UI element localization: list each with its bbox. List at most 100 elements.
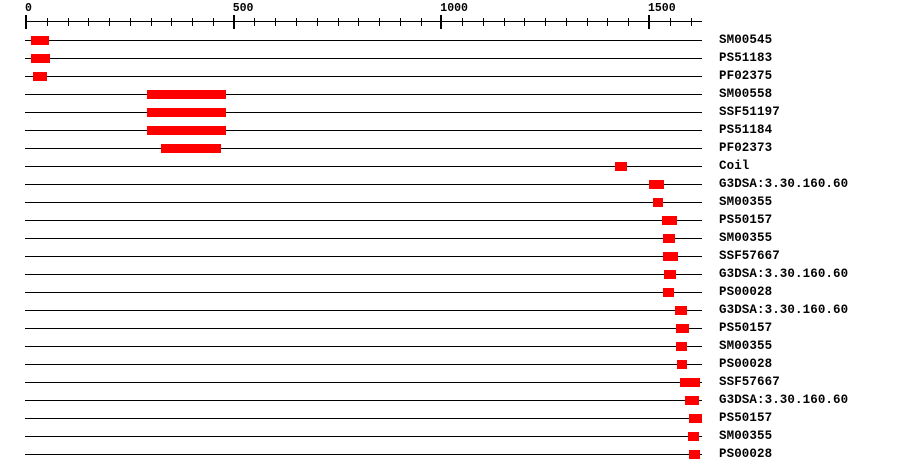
track-label: PS00028	[719, 285, 773, 299]
ruler-tick-label: 0	[25, 2, 32, 15]
ruler-minor-tick	[669, 17, 671, 26]
domain-block	[146, 108, 227, 117]
ruler-major-tick	[232, 14, 235, 29]
domain-block	[675, 342, 688, 351]
ruler-minor-tick	[295, 17, 297, 26]
ruler-minor-tick	[379, 17, 380, 26]
ruler-baseline	[25, 21, 702, 22]
ruler-minor-tick	[88, 17, 90, 26]
track-line	[25, 436, 702, 437]
ruler-major-tick	[25, 14, 27, 29]
track-label: Coil	[719, 159, 750, 173]
track-label: SM00545	[719, 33, 773, 47]
domain-block	[676, 360, 688, 369]
track-label: PF02373	[719, 141, 773, 155]
ruler-minor-tick	[607, 17, 609, 26]
ruler-minor-tick	[192, 17, 194, 26]
ruler-minor-tick	[524, 17, 526, 26]
track-label: PS50157	[719, 321, 773, 335]
ruler-minor-tick	[275, 17, 277, 26]
track-line	[25, 418, 702, 419]
track-label: PS00028	[719, 447, 773, 461]
track-line	[25, 274, 702, 275]
track-line	[25, 40, 702, 41]
track-line	[25, 112, 702, 113]
ruler-minor-tick	[316, 17, 318, 26]
track-line	[25, 256, 702, 257]
domain-block	[663, 234, 676, 243]
track-label: SM00355	[719, 429, 773, 443]
domain-block	[614, 162, 627, 171]
domain-block	[649, 180, 664, 189]
track-line	[25, 148, 702, 149]
track-line	[25, 292, 702, 293]
domain-block	[663, 270, 676, 279]
ruler-minor-tick	[109, 17, 111, 26]
ruler-minor-tick	[420, 17, 422, 26]
ruler-tick-label: 1500	[648, 2, 676, 15]
track-line	[25, 76, 702, 77]
track-label: SM00558	[719, 87, 773, 101]
track-label: PS50157	[719, 411, 773, 425]
domain-block	[653, 198, 664, 207]
domain-block	[680, 378, 700, 387]
ruler-minor-tick	[358, 17, 360, 26]
domain-block	[685, 396, 699, 405]
track-line	[25, 382, 702, 383]
ruler-minor-tick	[690, 17, 692, 26]
track-line	[25, 202, 702, 203]
ruler-minor-tick	[545, 17, 547, 26]
track-line	[25, 238, 702, 239]
domain-block	[31, 54, 51, 63]
ruler-minor-tick	[565, 17, 567, 26]
ruler-major-tick	[648, 14, 650, 29]
track-label: SSF57667	[719, 375, 780, 389]
track-line	[25, 130, 702, 131]
ruler-minor-tick	[503, 17, 505, 26]
domain-block	[688, 450, 700, 459]
track-line	[25, 220, 702, 221]
ruler-minor-tick	[337, 17, 339, 26]
ruler-tick-label: 1000	[440, 2, 468, 15]
track-line	[25, 346, 702, 347]
ruler-minor-tick	[150, 17, 152, 26]
track-label: SM00355	[719, 339, 773, 353]
ruler-tick-label: 500	[232, 2, 254, 15]
domain-block	[161, 144, 222, 153]
domain-block	[675, 324, 689, 333]
track-line	[25, 310, 702, 311]
domain-block	[146, 126, 227, 135]
domain-block	[688, 432, 699, 441]
domain-block	[663, 252, 679, 261]
ruler-minor-tick	[399, 17, 401, 26]
ruler-minor-tick	[212, 17, 214, 26]
track-line	[25, 166, 702, 167]
domain-block	[146, 90, 227, 99]
ruler-minor-tick	[482, 17, 484, 26]
track-label: G3DSA:3.30.160.60	[719, 393, 849, 407]
ruler-minor-tick	[46, 17, 48, 26]
domain-block	[661, 216, 677, 225]
track-line	[25, 364, 702, 365]
ruler-minor-tick	[129, 17, 131, 26]
track-label: G3DSA:3.30.160.60	[719, 267, 849, 281]
track-line	[25, 58, 702, 59]
ruler-minor-tick	[171, 17, 173, 26]
ruler-minor-tick	[462, 17, 464, 26]
track-label: SSF57667	[719, 249, 780, 263]
ruler-minor-tick	[254, 17, 256, 26]
domain-block	[675, 306, 688, 315]
track-line	[25, 328, 702, 329]
track-line	[25, 454, 702, 455]
track-label: PS51184	[719, 123, 773, 137]
track-label: PS51183	[719, 51, 773, 65]
ruler-minor-tick	[67, 17, 69, 26]
track-line	[25, 400, 702, 401]
ruler-minor-tick	[586, 17, 588, 26]
domain-block	[688, 414, 703, 423]
track-label: PS00028	[719, 357, 773, 371]
ruler-major-tick	[440, 14, 443, 29]
track-label: G3DSA:3.30.160.60	[719, 303, 849, 317]
track-label: G3DSA:3.30.160.60	[719, 177, 849, 191]
